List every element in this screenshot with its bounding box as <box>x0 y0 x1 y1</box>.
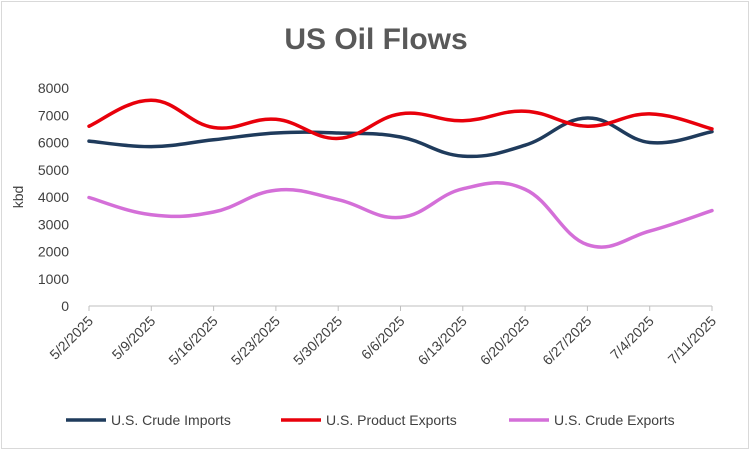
data-point-u-s-crude-imports <box>274 131 278 135</box>
legend-label-u-s-crude-exports: U.S. Crude Exports <box>554 412 675 428</box>
data-point-u-s-crude-exports <box>648 229 652 233</box>
legend-label-u-s-crude-imports: U.S. Crude Imports <box>111 412 231 428</box>
y-tick-label: 5000 <box>38 162 69 178</box>
data-point-u-s-product-exports <box>87 124 91 128</box>
x-tick-label: 5/9/2025 <box>109 313 159 363</box>
data-point-u-s-product-exports <box>149 98 153 102</box>
data-point-u-s-crude-imports <box>461 154 465 158</box>
y-tick-label: 1000 <box>38 271 69 287</box>
x-axis-ticks: 5/2/2025 5/9/2025 5/16/2025 5/23/2025 5/30/2… <box>46 306 719 368</box>
y-axis-label: kbd <box>10 186 26 209</box>
data-point-u-s-crude-exports <box>523 187 527 191</box>
x-tick-label: 5/23/2025 <box>228 313 284 369</box>
data-point-u-s-crude-imports <box>523 143 527 147</box>
x-tick-label: 7/4/2025 <box>607 313 657 363</box>
data-point-u-s-crude-imports <box>648 141 652 144</box>
data-point-u-s-crude-exports <box>336 198 340 202</box>
data-point-u-s-crude-exports <box>585 243 589 247</box>
x-tick-label: 6/27/2025 <box>539 313 595 369</box>
data-point-u-s-product-exports <box>274 117 278 121</box>
data-point-u-s-product-exports <box>648 112 652 116</box>
data-point-u-s-product-exports <box>523 109 527 113</box>
data-point-u-s-crude-imports <box>87 139 91 143</box>
x-tick-label: 5/16/2025 <box>165 313 221 369</box>
data-point-u-s-product-exports <box>585 124 589 128</box>
y-tick-label: 4000 <box>38 189 69 205</box>
y-tick-label: 7000 <box>38 107 69 123</box>
series-line-u-s-product-exports <box>87 98 714 141</box>
x-tick-label: 5/2/2025 <box>46 313 96 363</box>
data-point-u-s-product-exports <box>399 112 402 116</box>
y-tick-label: 2000 <box>38 244 69 260</box>
series-lines <box>87 98 714 249</box>
data-point-u-s-crude-exports <box>461 187 465 191</box>
legend: U.S. Crude Imports U.S. Product Exports U.… <box>66 412 675 428</box>
x-tick-label: 6/13/2025 <box>415 313 471 369</box>
data-point-u-s-crude-imports <box>710 130 714 134</box>
data-point-u-s-crude-imports <box>212 138 216 142</box>
data-point-u-s-product-exports <box>710 127 714 131</box>
y-tick-label: 6000 <box>38 135 69 151</box>
x-tick-label: 6/20/2025 <box>477 313 533 369</box>
data-point-u-s-crude-exports <box>399 215 402 219</box>
data-point-u-s-crude-imports <box>399 135 402 139</box>
y-axis-ticks: 0 1000 2000 3000 4000 5000 6000 7000 8000 <box>38 80 69 314</box>
data-point-u-s-product-exports <box>212 126 216 130</box>
legend-label-u-s-product-exports: U.S. Product Exports <box>326 412 457 428</box>
data-point-u-s-crude-exports <box>710 209 714 213</box>
data-point-u-s-crude-exports <box>274 188 278 192</box>
data-point-u-s-crude-exports <box>212 210 216 214</box>
x-tick-label: 6/6/2025 <box>358 313 408 363</box>
data-point-u-s-crude-imports <box>336 131 340 135</box>
x-tick-label: 7/11/2025 <box>664 313 719 368</box>
data-point-u-s-crude-exports <box>149 213 153 217</box>
x-tick-label: 5/30/2025 <box>290 313 346 369</box>
data-point-u-s-crude-imports <box>585 116 589 120</box>
data-point-u-s-product-exports <box>336 136 340 140</box>
series-line-u-s-crude-exports <box>87 180 714 249</box>
chart-title: US Oil Flows <box>284 23 467 56</box>
y-tick-label: 3000 <box>38 216 69 232</box>
y-tick-label: 8000 <box>38 80 69 96</box>
data-point-u-s-product-exports <box>461 119 465 123</box>
data-point-u-s-crude-imports <box>149 145 153 149</box>
series-line-u-s-crude-imports <box>87 116 714 159</box>
data-point-u-s-crude-exports <box>87 196 91 200</box>
y-tick-label: 0 <box>61 298 69 314</box>
